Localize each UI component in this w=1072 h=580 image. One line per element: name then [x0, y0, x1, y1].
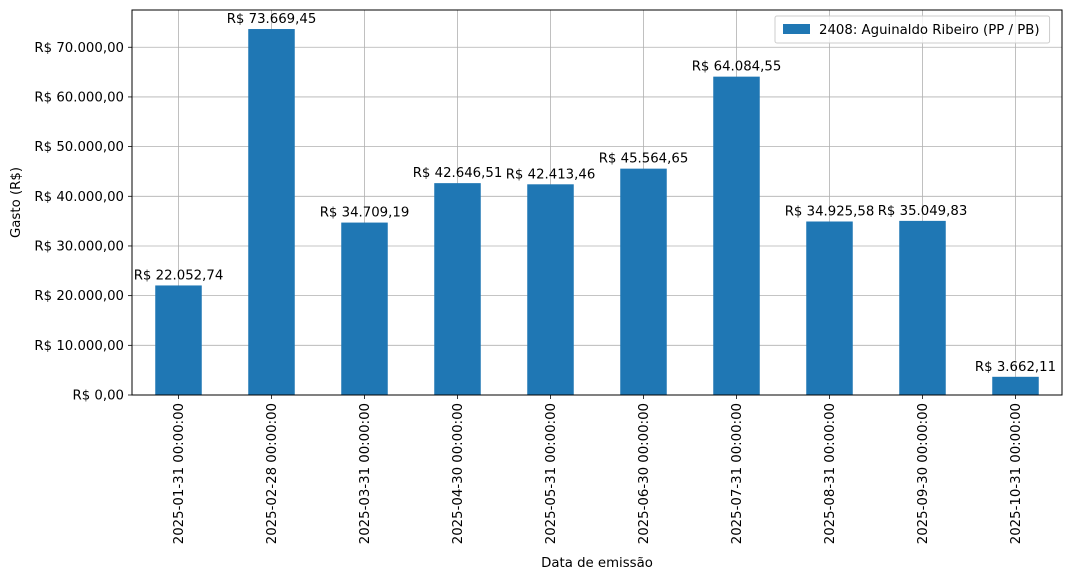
x-tick-label: 2025-01-31 00:00:00 [172, 403, 187, 544]
bar-value-label: R$ 42.413,46 [506, 167, 596, 182]
legend-label: 2408: Aguinaldo Ribeiro (PP / PB) [819, 23, 1040, 38]
bar [899, 220, 946, 395]
x-tick-label: 2025-09-30 00:00:00 [916, 403, 931, 544]
x-tick-label: 2025-10-31 00:00:00 [1009, 403, 1024, 544]
y-tick-label: R$ 50.000,00 [34, 140, 124, 155]
bar [434, 183, 481, 395]
x-tick-label: 2025-08-31 00:00:00 [823, 403, 838, 544]
x-tick-label: 2025-04-30 00:00:00 [451, 403, 466, 544]
x-axis-title: Data de emissão [541, 556, 653, 571]
legend-swatch [783, 24, 810, 34]
y-tick-label: R$ 10.000,00 [34, 339, 124, 354]
bar-value-label: R$ 3.662,11 [975, 360, 1056, 375]
bar-value-label: R$ 35.049,83 [878, 204, 968, 219]
bar [248, 29, 295, 396]
bar-value-label: R$ 34.709,19 [320, 206, 410, 221]
bar [713, 76, 760, 395]
bar [527, 184, 574, 395]
bar [806, 221, 853, 395]
x-tick-label: 2025-05-31 00:00:00 [544, 403, 559, 544]
bar-value-label: R$ 64.084,55 [692, 60, 782, 75]
y-ticks: R$ 0,00 R$ 10.000,00 R$ 20.000,00 R$ 30.000… [34, 41, 132, 404]
y-tick-label: R$ 60.000,00 [34, 90, 124, 105]
x-ticks: 2025-01-31 00:00:00 2025-02-28 00:00:00 20… [172, 395, 1024, 544]
y-tick-label: R$ 70.000,00 [34, 41, 124, 56]
bar [341, 222, 388, 395]
x-tick-label: 2025-02-28 00:00:00 [265, 403, 280, 544]
legend: 2408: Aguinaldo Ribeiro (PP / PB) [774, 15, 1051, 44]
x-tick-label: 2025-06-30 00:00:00 [637, 403, 652, 544]
bar-value-label: R$ 73.669,45 [227, 12, 317, 27]
bar [620, 168, 667, 395]
bars [155, 29, 1039, 396]
bar-value-label: R$ 34.925,58 [785, 204, 875, 219]
y-tick-label: R$ 20.000,00 [34, 289, 124, 304]
bar-value-label: R$ 45.564,65 [599, 152, 689, 167]
bar-value-label: R$ 42.646,51 [413, 166, 503, 181]
x-tick-label: 2025-03-31 00:00:00 [358, 403, 373, 544]
y-tick-label: R$ 30.000,00 [34, 239, 124, 254]
bar-value-label: R$ 22.052,74 [134, 268, 224, 283]
plot-frame [131, 9, 1063, 396]
x-tick-label: 2025-07-31 00:00:00 [730, 403, 745, 544]
bar [992, 376, 1039, 395]
bar-labels: R$ 22.052,74 R$ 73.669,45 R$ 34.709,19 R$ 4… [134, 12, 1056, 375]
y-axis-title: Gasto (R$) [9, 167, 24, 238]
bar [155, 285, 202, 395]
legend-box [774, 15, 1051, 44]
y-tick-label: R$ 0,00 [72, 389, 124, 404]
y-tick-label: R$ 40.000,00 [34, 190, 124, 205]
